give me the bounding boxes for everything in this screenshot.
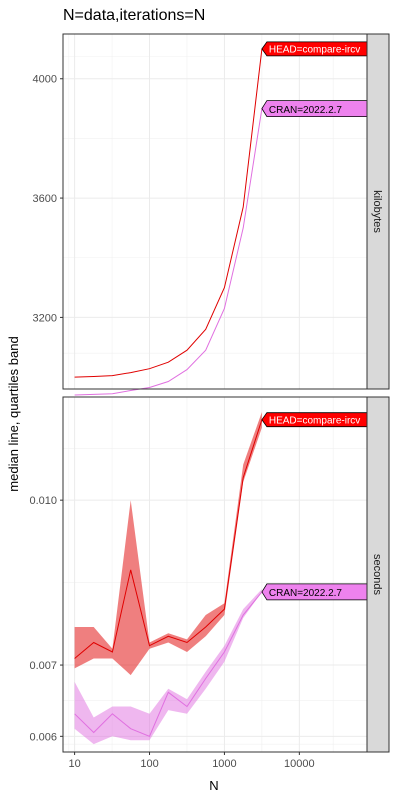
series-label: HEAD=compare-ircv bbox=[269, 45, 360, 56]
y-tick-label: 0.007 bbox=[29, 660, 57, 672]
panel-seconds: 0.006 0.007 0.010 HEAD=compare-ircv CRAN=202… bbox=[29, 396, 390, 770]
y-axis-title: median line, quartiles band bbox=[6, 336, 21, 491]
panel-background bbox=[63, 34, 367, 389]
quartile-band bbox=[74, 589, 262, 745]
facet-strip bbox=[366, 33, 390, 390]
y-tick-label: 3600 bbox=[33, 193, 57, 205]
x-axis-title: N bbox=[209, 778, 218, 793]
series-label: CRAN=2022.2.7 bbox=[269, 588, 343, 599]
median-line bbox=[74, 48, 263, 378]
series-HEAD=compare-ircv: HEAD=compare-ircv bbox=[74, 412, 371, 676]
x-tick-label: 1000 bbox=[212, 758, 236, 770]
median-line bbox=[74, 591, 263, 737]
y-tick-label: 3200 bbox=[33, 312, 57, 324]
facet-strip-label: kilobytes bbox=[371, 190, 383, 233]
y-tick-label: 0.006 bbox=[29, 731, 57, 743]
facet-strip bbox=[366, 396, 390, 753]
panel-background bbox=[63, 397, 367, 752]
panels: 3200 3600 4000 HEAD=compare-ircv CRAN=2022.2… bbox=[29, 33, 390, 770]
series-label: CRAN=2022.2.7 bbox=[269, 105, 343, 116]
panel-kilobytes: 3200 3600 4000 HEAD=compare-ircv CRAN=2022.2… bbox=[33, 33, 390, 396]
median-line bbox=[74, 419, 263, 659]
median-line bbox=[74, 108, 263, 396]
x-tick-label: 10000 bbox=[284, 758, 315, 770]
x-tick-label: 100 bbox=[140, 758, 158, 770]
y-tick-label: 4000 bbox=[33, 74, 57, 86]
series-HEAD=compare-ircv: HEAD=compare-ircv bbox=[74, 41, 371, 378]
series-label: HEAD=compare-ircv bbox=[269, 415, 360, 426]
series-CRAN=2022.2.7: CRAN=2022.2.7 bbox=[74, 583, 371, 745]
chart-title: N=data,iterations=N bbox=[63, 7, 205, 24]
x-tick-label: 10 bbox=[68, 758, 80, 770]
y-tick-label: 0.010 bbox=[29, 495, 57, 507]
facet-strip-label: seconds bbox=[371, 554, 383, 595]
